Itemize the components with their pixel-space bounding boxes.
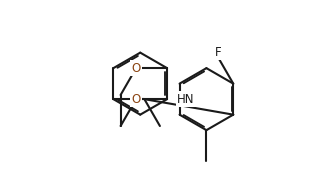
Text: O: O [131, 93, 141, 106]
Text: methyl: methyl [200, 159, 234, 169]
Text: O: O [131, 62, 141, 75]
Text: F: F [215, 46, 221, 59]
Text: HN: HN [177, 93, 195, 106]
